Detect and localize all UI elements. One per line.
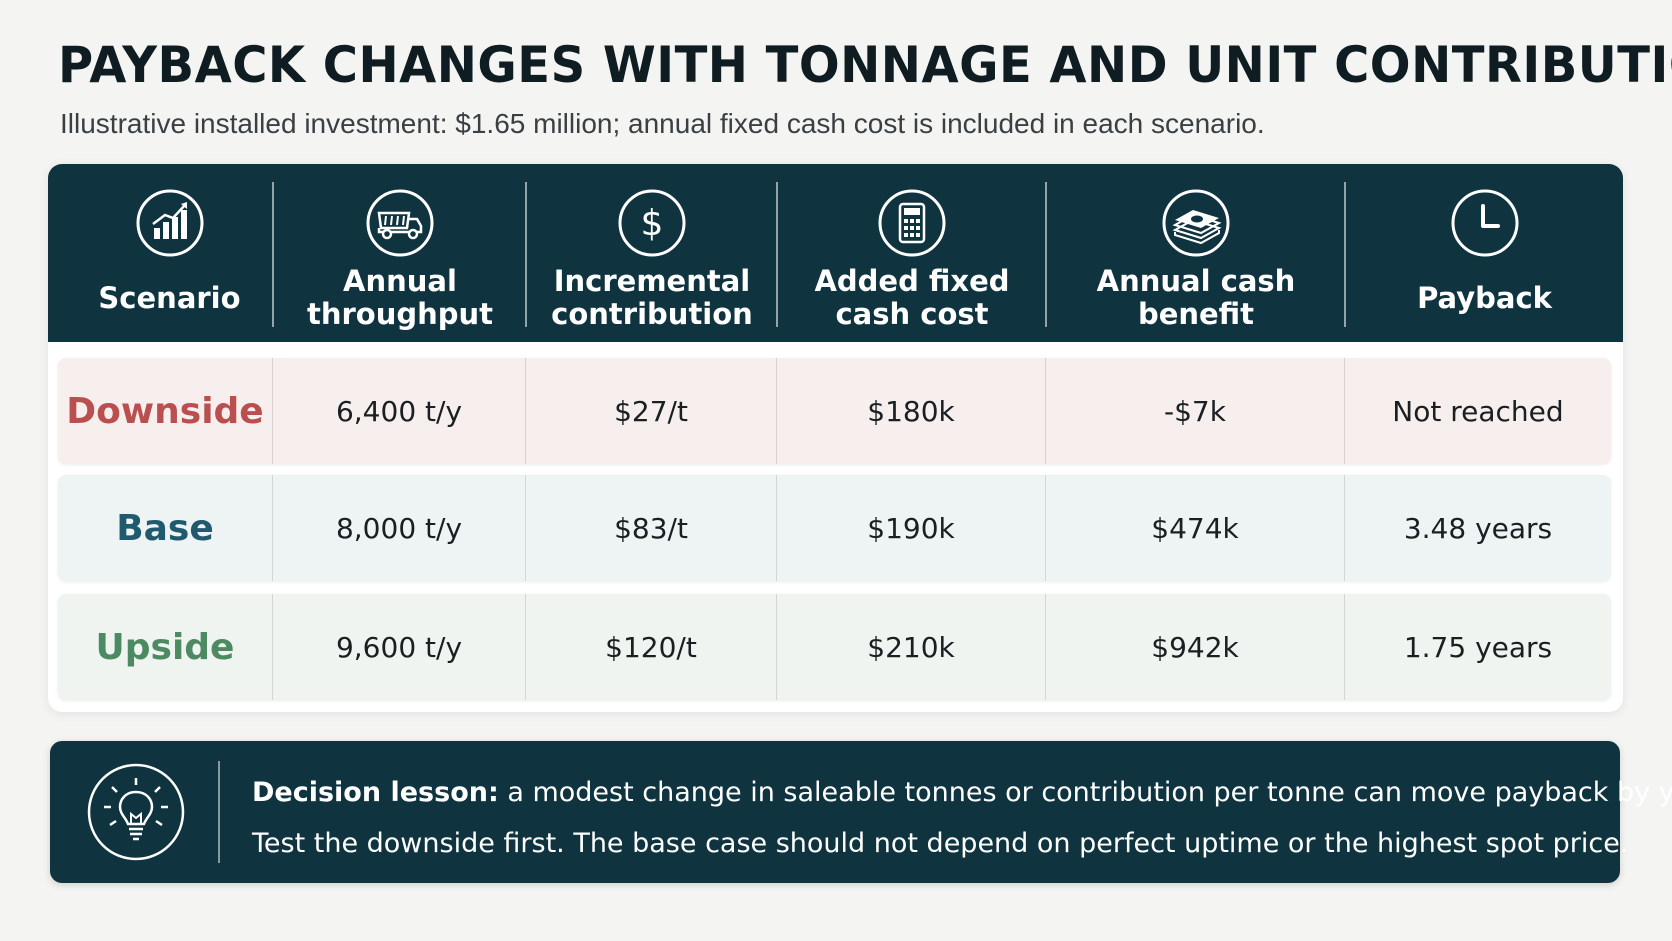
lesson-heading: Decision lesson: bbox=[252, 777, 499, 808]
cell-divider bbox=[1344, 475, 1345, 581]
payback-table: Scenario Annual throughput $ bbox=[48, 164, 1623, 712]
table-row-base: Base 8,000 t/y $83/t $190k $474k 3.48 ye… bbox=[58, 475, 1611, 581]
cell-divider bbox=[525, 594, 526, 700]
cell-divider bbox=[272, 475, 273, 581]
page-title: PAYBACK CHANGES WITH TONNAGE AND UNIT CO… bbox=[58, 36, 1672, 94]
dump-truck-icon bbox=[366, 189, 434, 257]
cell-divider bbox=[525, 475, 526, 581]
cash-stack-icon bbox=[1162, 189, 1230, 257]
lesson-line-2: Test the downside first. The base case s… bbox=[252, 828, 1629, 859]
svg-text:$: $ bbox=[641, 203, 664, 244]
cell-divider bbox=[1045, 594, 1046, 700]
dollar-icon: $ bbox=[618, 189, 686, 257]
header-divider bbox=[525, 182, 527, 327]
col-header-benefit: Annual cash benefit bbox=[1047, 164, 1345, 342]
cell-divider bbox=[272, 594, 273, 700]
payback-cell: 1.75 years bbox=[1403, 630, 1553, 664]
header-divider bbox=[1045, 182, 1047, 327]
throughput-cell: 6,400 t/y bbox=[335, 394, 463, 428]
table-header: Scenario Annual throughput $ bbox=[48, 164, 1623, 342]
calculator-icon bbox=[878, 189, 946, 257]
benefit-cell: -$7k bbox=[1164, 394, 1226, 428]
cell-divider bbox=[525, 358, 526, 464]
col-header-fixed-cost: Added fixed cash cost bbox=[778, 164, 1046, 342]
cell-divider bbox=[1344, 358, 1345, 464]
payback-cell: 3.48 years bbox=[1403, 511, 1553, 545]
scenario-label: Upside bbox=[95, 626, 235, 668]
scenario-label: Downside bbox=[66, 390, 264, 432]
decision-lesson-banner: Decision lesson: a modest change in sale… bbox=[50, 741, 1672, 883]
throughput-cell: 8,000 t/y bbox=[335, 511, 463, 545]
lesson-text: Decision lesson: a modest change in sale… bbox=[252, 767, 1672, 869]
fixed-cost-cell: $190k bbox=[867, 511, 955, 545]
header-divider bbox=[776, 182, 778, 327]
contribution-cell: $27/t bbox=[614, 394, 688, 428]
contribution-cell: $120/t bbox=[605, 630, 697, 664]
lesson-line-1: Decision lesson: a modest change in sale… bbox=[252, 767, 1672, 818]
clock-icon bbox=[1451, 189, 1518, 257]
throughput-cell: 9,600 t/y bbox=[335, 630, 463, 664]
cell-divider bbox=[776, 358, 777, 464]
col-header-contribution: $ Incremental contribution bbox=[527, 164, 777, 342]
scenario-label: Base bbox=[116, 507, 214, 549]
bar-chart-icon bbox=[136, 189, 203, 257]
payback-cell: Not reached bbox=[1392, 394, 1564, 428]
col-header-label: Payback bbox=[1417, 280, 1552, 315]
lightbulb-icon bbox=[87, 763, 185, 861]
benefit-cell: $942k bbox=[1151, 630, 1239, 664]
lesson-body-1: a modest change in saleable tonnes or co… bbox=[498, 777, 1672, 808]
contribution-cell: $83/t bbox=[614, 511, 688, 545]
table-row-downside: Downside 6,400 t/y $27/t $180k -$7k Not … bbox=[58, 358, 1611, 464]
cell-divider bbox=[272, 358, 273, 464]
header-divider bbox=[1344, 182, 1346, 327]
fixed-cost-cell: $180k bbox=[867, 394, 955, 428]
col-header-payback: Payback bbox=[1346, 164, 1623, 342]
cell-divider bbox=[776, 475, 777, 581]
col-header-throughput: Annual throughput bbox=[274, 164, 526, 342]
cell-divider bbox=[1344, 594, 1345, 700]
col-header-label: Scenario bbox=[98, 280, 241, 315]
lesson-divider bbox=[218, 761, 220, 863]
col-header-label: Added fixed cash cost bbox=[814, 264, 1010, 331]
header-divider bbox=[272, 182, 274, 327]
col-header-label: Annual throughput bbox=[306, 264, 494, 331]
cell-divider bbox=[1045, 475, 1046, 581]
page-subtitle: Illustrative installed investment: $1.65… bbox=[60, 108, 1265, 139]
col-header-label: Annual cash benefit bbox=[1096, 264, 1296, 331]
col-header-label: Incremental contribution bbox=[551, 264, 753, 331]
benefit-cell: $474k bbox=[1151, 511, 1239, 545]
table-row-upside: Upside 9,600 t/y $120/t $210k $942k 1.75… bbox=[58, 594, 1611, 700]
cell-divider bbox=[1045, 358, 1046, 464]
cell-divider bbox=[776, 594, 777, 700]
col-header-scenario: Scenario bbox=[48, 164, 291, 342]
fixed-cost-cell: $210k bbox=[867, 630, 955, 664]
